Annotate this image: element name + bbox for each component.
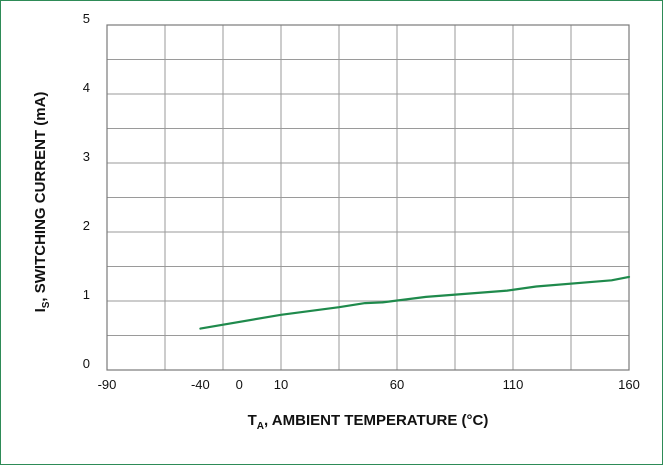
x-tick-label: 160 [618, 377, 640, 392]
y-tick-label: 4 [83, 80, 90, 95]
x-axis-title: TA, AMBIENT TEMPERATURE (°C) [248, 412, 489, 432]
x-tick-label: -40 [191, 377, 210, 392]
y-tick-label: 0 [83, 356, 90, 371]
x-tick-label: 110 [503, 377, 524, 392]
y-tick-label: 2 [83, 218, 90, 233]
y-tick-label: 3 [83, 149, 90, 164]
y-tick-label: 5 [83, 11, 90, 26]
y-axis-title: IS, SWITCHING CURRENT (mA) [32, 92, 52, 313]
x-tick-label: -90 [98, 377, 117, 392]
series-layer [199, 275, 631, 330]
series-line [199, 275, 631, 330]
grid [107, 25, 629, 370]
y-tick-labels: 0 1 2 3 4 5 [83, 11, 90, 371]
x-tick-label: 10 [274, 377, 288, 392]
plot-area [106, 24, 630, 371]
x-tick-label: 0 [236, 377, 243, 392]
x-tick-labels: -90 -40 0 10 60 110 160 [98, 377, 640, 392]
y-tick-label: 1 [83, 287, 90, 302]
x-tick-label: 60 [390, 377, 404, 392]
